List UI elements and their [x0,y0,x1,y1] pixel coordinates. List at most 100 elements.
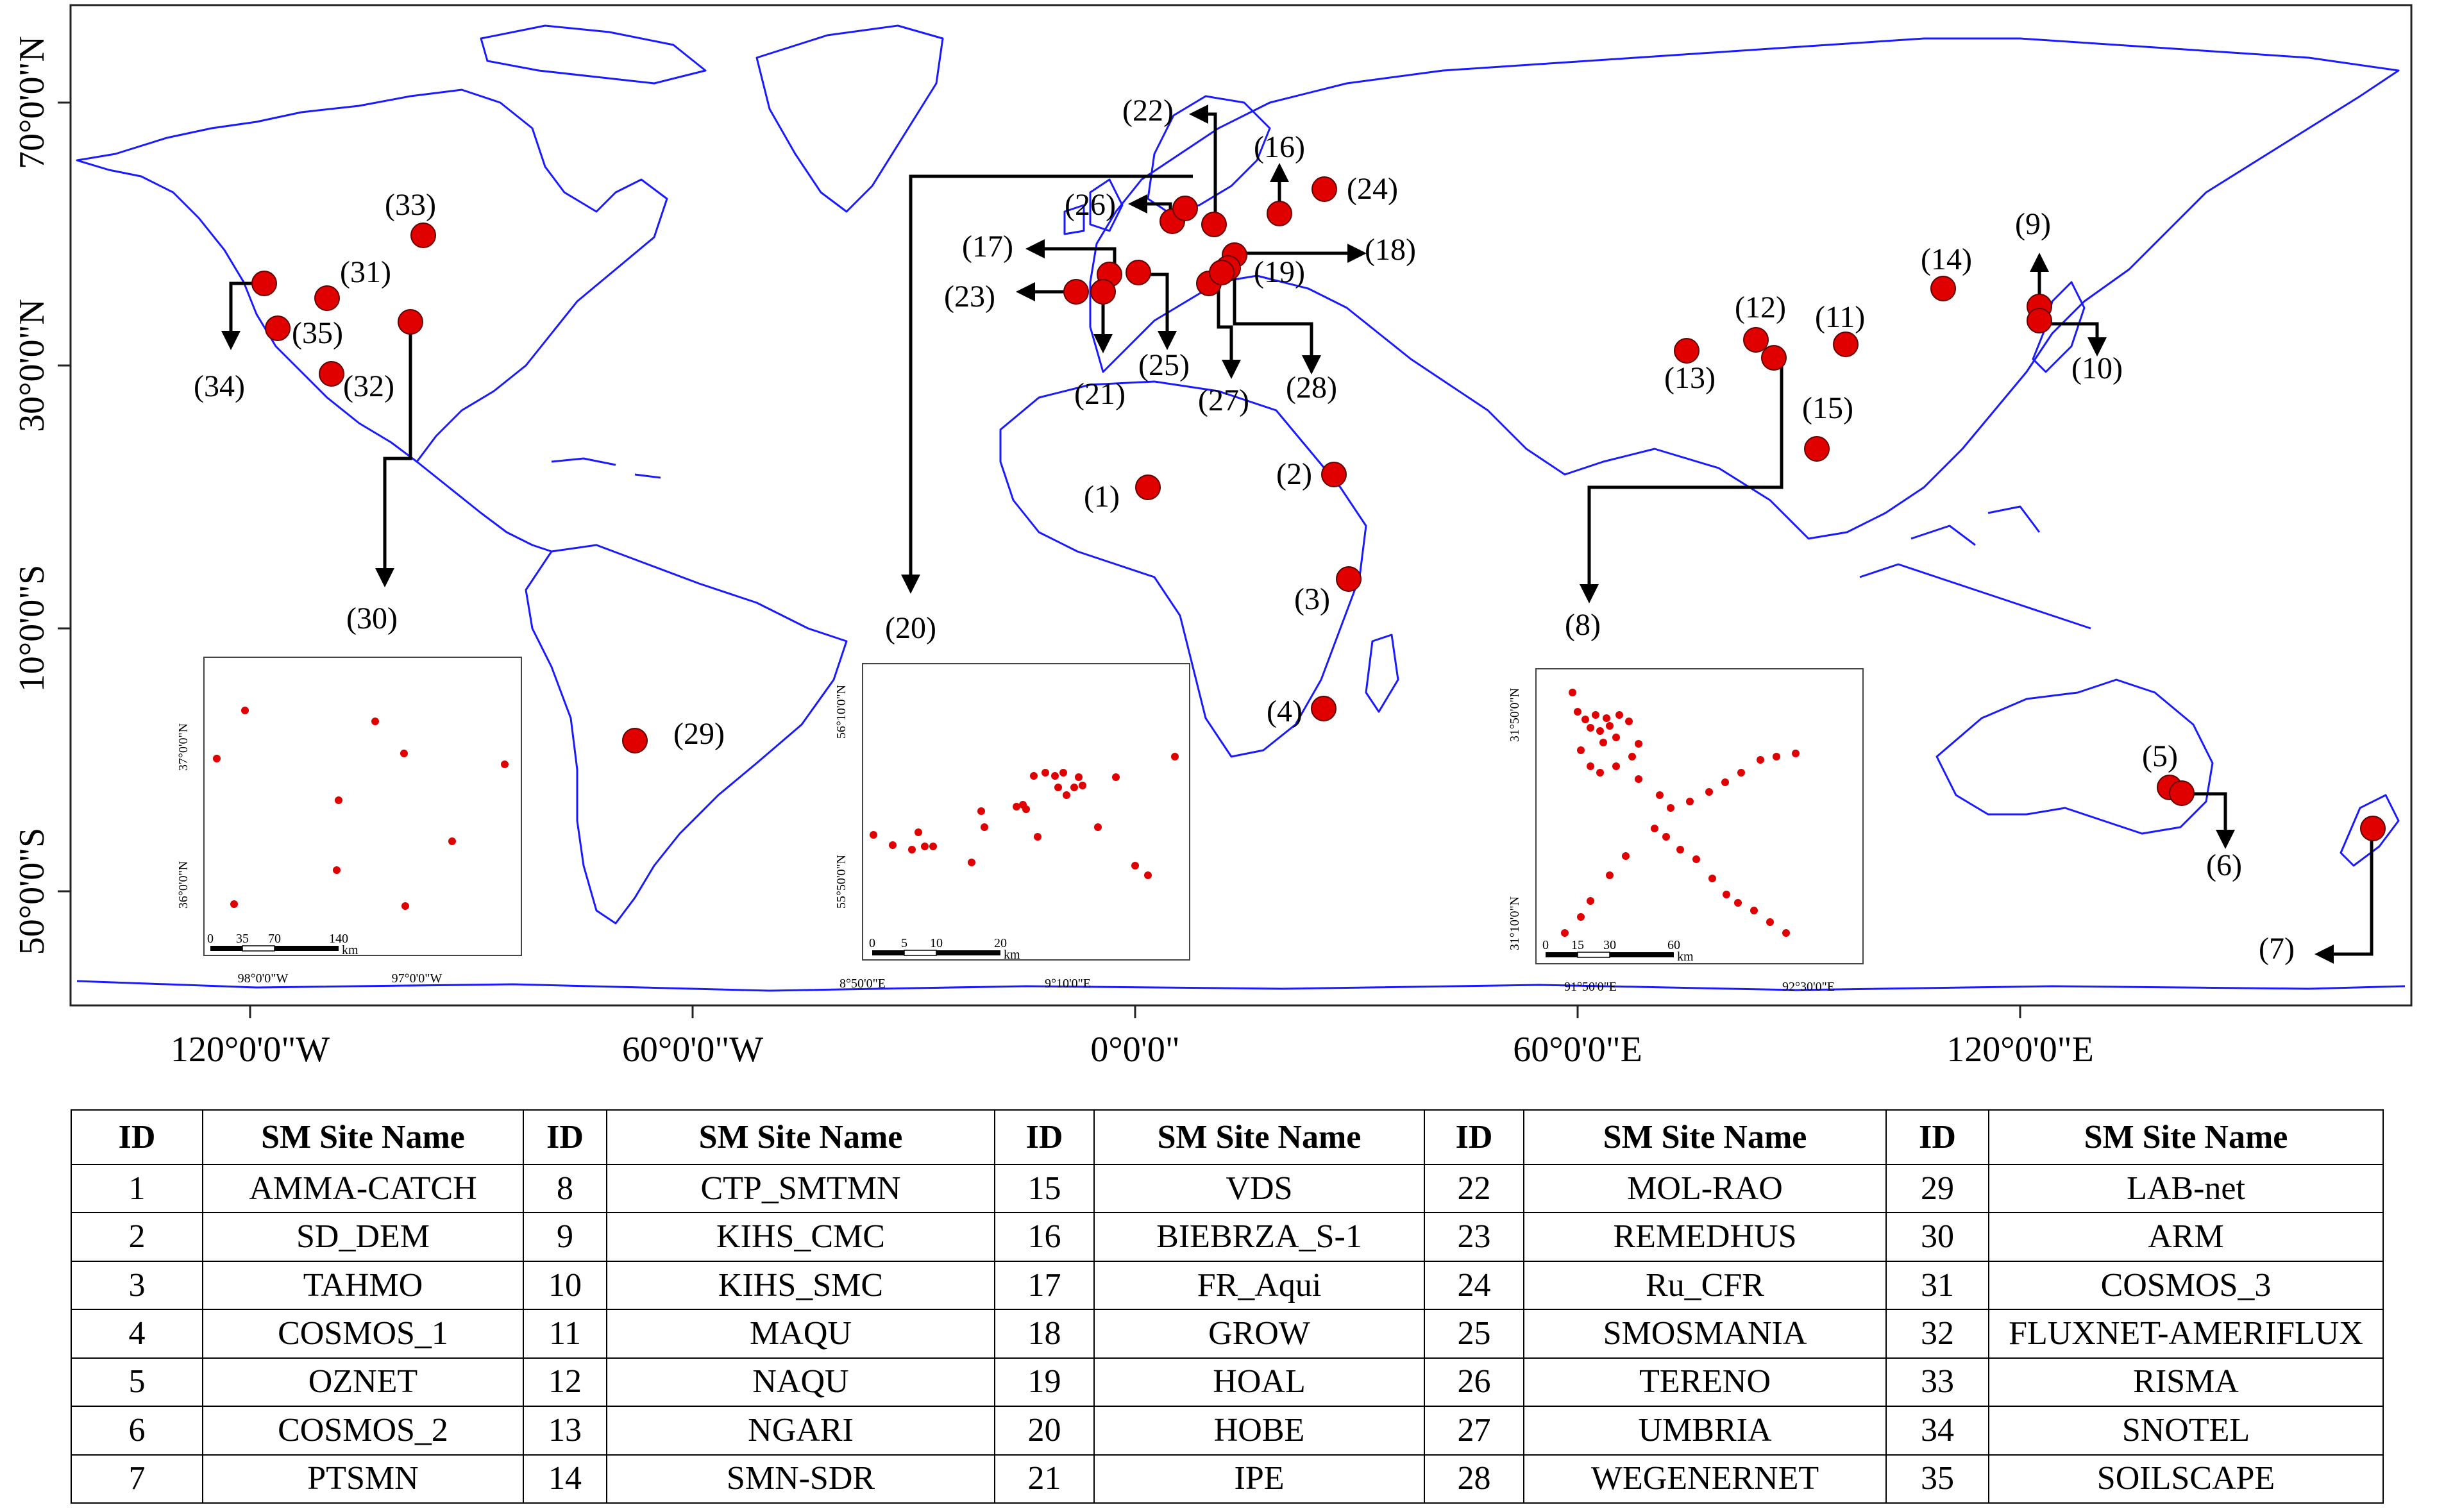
site-marker-35 [265,315,291,341]
inset-arm-scalebar: 0 35 70 140 km [207,932,358,957]
svg-text:70: 70 [268,932,281,946]
north-america-coast [76,88,668,463]
table-row: 6 COSMOS_2 13 NGARI 20 HOBE 27 UMBRIA 34 SNOT… [71,1406,2384,1456]
svg-text:km: km [342,943,358,957]
site-marker-14 [1930,276,1956,301]
inset-ctp-scalebar: 0 15 30 60 km [1542,938,1694,964]
latitude-labels: 70°0'0"N 30°0'0"N 10°0'0"S 50°0'0"S [12,36,52,955]
lat-label-30n: 30°0'0"N [12,299,52,432]
site-label-15: (15) [1802,391,1853,425]
site-labels: (1) (2) (3) (4) (5) (6) (7) (8) (9) (10)… [194,94,2295,966]
site-marker-23 [1063,279,1089,305]
europe-asia-coast [1089,37,2400,540]
inset-hobe-scalebar: 0 5 10 20 km [869,936,1020,962]
africa-coast [999,380,1367,758]
site-label-28: (28) [1286,371,1337,405]
arrow-6 [2180,792,2235,849]
svg-text:0: 0 [1542,938,1549,952]
site-label-3: (3) [1294,582,1330,616]
site-label-9: (9) [2015,207,2051,241]
site-label-16: (16) [1254,130,1305,164]
svg-text:km: km [1004,948,1020,962]
header-name-4: SM Site Name [1523,1109,1887,1165]
site-marker-21 [1090,279,1116,305]
site-label-5: (5) [2142,739,2178,773]
site-label-32: (32) [343,369,394,403]
svg-text:10: 10 [930,936,943,950]
svg-text:140: 140 [329,932,348,946]
site-marker-3 [1336,566,1362,592]
lon-label-0: 0°0'0" [1090,1030,1179,1070]
header-id-3: ID [994,1109,1095,1165]
site-label-20: (20) [885,611,936,645]
site-marker-32 [319,361,344,387]
coastlines [76,24,2406,992]
svg-text:15: 15 [1571,938,1584,952]
site-label-21: (21) [1074,377,1126,411]
site-marker-26 [1172,196,1198,221]
site-label-30: (30) [346,601,398,635]
site-marker-15 [1804,436,1830,462]
site-marker-2 [1321,462,1347,487]
antarctic-edge [76,980,2406,992]
site-label-12: (12) [1735,290,1786,324]
site-label-11: (11) [1815,300,1865,334]
inset-arm-lat-bottom: 36°0'0"N [176,861,190,909]
site-marker-1 [1135,475,1161,500]
site-label-18: (18) [1365,233,1416,267]
site-label-23: (23) [944,280,995,314]
australia-coast [1935,678,2214,835]
site-label-34: (34) [194,369,245,403]
inset-ctp-lon-right: 92°30'0"E [1782,980,1835,994]
lat-label-10s: 10°0'0"S [12,565,52,693]
site-marker-28 [1209,260,1235,285]
arrow-22 [1189,105,1217,221]
site-label-10: (10) [2071,351,2123,385]
inset-arm-lat-top: 37°0'0"N [176,723,190,771]
inset-hobe-lon-left: 8°50'0"E [839,977,886,991]
greenland-coast [755,24,944,213]
arrow-10 [2039,322,2107,357]
inset-arm-points [213,707,509,910]
site-marker-31 [314,285,340,311]
header-id-4: ID [1424,1109,1524,1165]
arrow-30 [375,322,412,587]
arrow-20 [901,174,1193,594]
table-row: 5 OZNET 12 NAQU 19 HOAL 26 TERENO 33 RISMA [71,1357,2384,1407]
inset-arm-lon-right: 97°0'0"W [392,971,443,986]
header-id-5: ID [1885,1109,1989,1165]
table-header-row: ID SM Site Name ID SM Site Name ID SM Si… [71,1109,2384,1165]
site-table: ID SM Site Name ID SM Site Name ID SM Si… [71,1109,2384,1504]
site-label-24: (24) [1347,172,1398,206]
site-marker-4 [1311,696,1337,721]
lat-label-70n: 70°0'0"N [12,36,52,169]
arctic-islands [480,24,707,85]
table-row: 3 TAHMO 10 KIHS_SMC 17 FR_Aqui 24 Ru_CFR 31 C… [71,1260,2384,1311]
header-id-2: ID [523,1109,607,1165]
british-isles-coast [1063,178,1124,235]
site-label-17: (17) [962,230,1013,264]
southeast-asia-islands [1859,505,2091,630]
site-label-26: (26) [1065,188,1116,222]
madagascar-coast [1365,634,1399,713]
site-label-4: (4) [1267,694,1303,728]
site-marker-6 [2169,780,2195,806]
inset-ctp-points [1561,689,1800,937]
svg-text:0: 0 [207,932,214,946]
inset-hobe-points [870,753,1179,879]
inset-hobe-lon-right: 9°10'0"E [1045,977,1091,991]
site-marker-29 [622,728,648,753]
site-marker-10 [2027,308,2052,333]
svg-text:60: 60 [1667,938,1680,952]
table-row: 1 AMMA-CATCH 8 CTP_SMTMN 15 VDS 22 MOL-RAO 2… [71,1163,2384,1214]
arrow-8 [1580,357,1783,603]
inset-hobe-lat-bottom: 55°50'0"N [834,855,848,909]
site-label-25: (25) [1138,348,1190,382]
svg-text:30: 30 [1603,938,1616,952]
site-marker-33 [410,223,436,248]
svg-text:km: km [1677,950,1694,964]
lon-label-120e: 120°0'0"E [1946,1030,2094,1070]
world-map: 70°0'0"N 30°0'0"N 10°0'0"S 50°0'0"S 120°… [12,4,2413,1070]
site-label-19: (19) [1254,255,1305,289]
site-marker-12 [1743,327,1769,353]
